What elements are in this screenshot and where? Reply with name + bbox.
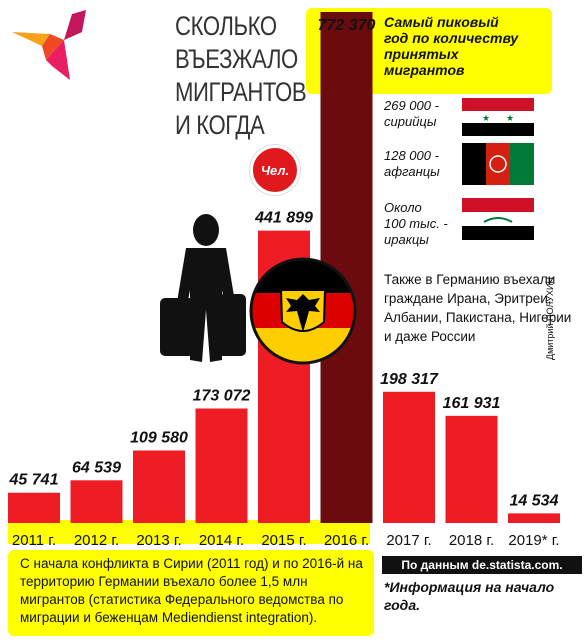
- x-tick-label: 2012 г.: [74, 532, 119, 549]
- note-text: С начала конфликта в Сирии (2011 год) и …: [20, 556, 363, 625]
- bar-2014 г.: [195, 408, 248, 523]
- value-label: 441 899: [254, 210, 313, 227]
- x-tick-label: 2014 г.: [199, 532, 244, 549]
- nationality-syria: 269 000 - сирийцы: [384, 98, 584, 130]
- also-arrived-note: Также в Германию въехали граждане Ирана,…: [384, 272, 572, 344]
- bar-2017 г.: [383, 391, 435, 523]
- peak-note-line: Самый пиковый: [384, 14, 499, 30]
- peak-note-line: год по количеству: [384, 30, 519, 46]
- syria-flag-icon: ★ ★: [462, 98, 534, 136]
- x-tick-label: 2017 г.: [386, 532, 431, 549]
- nationality-line: Около: [384, 200, 422, 215]
- title-line: И КОГДА: [175, 110, 265, 140]
- x-tick-label: 2011 г.: [12, 532, 56, 549]
- migrant-silhouette-icon: [160, 214, 246, 362]
- x-axis-band: [8, 520, 370, 544]
- bar-2019* г.: [508, 513, 560, 523]
- value-label: 14 534: [510, 492, 559, 509]
- nationality-line: сирийцы: [384, 114, 437, 129]
- bar-2011 г.: [8, 492, 60, 523]
- value-label: 772 370: [318, 17, 376, 34]
- x-tick-label: 2019* г.: [508, 532, 559, 549]
- peak-note-line: мигрантов: [384, 62, 465, 78]
- svg-text:★: ★: [506, 113, 514, 123]
- x-tick-label: 2015 г.: [261, 532, 306, 549]
- nationality-line: афганцы: [384, 164, 440, 179]
- value-label: 198 317: [380, 371, 439, 388]
- author-credit: Дмитрий ПОЛУХИН: [545, 277, 555, 360]
- title-line: СКОЛЬКО: [175, 11, 277, 41]
- nationality-iraq: Около 100 тыс. - иракцы: [384, 200, 584, 248]
- bar-2012 г.: [70, 480, 123, 523]
- svg-text:★: ★: [482, 113, 490, 123]
- bar-2018 г.: [445, 415, 498, 523]
- peak-note-line: принятых: [384, 46, 459, 62]
- nationality-afghanistan: 128 000 - афганцы: [384, 148, 584, 180]
- footnote: *Информация на начало года.: [384, 579, 555, 613]
- title-line: ВЪЕЗЖАЛО: [175, 44, 298, 74]
- iraq-flag-icon: [462, 198, 534, 240]
- nationality-line: 128 000 -: [384, 148, 439, 163]
- nationality-line: 269 000 -: [384, 98, 439, 113]
- afghanistan-flag-icon: [462, 143, 534, 185]
- bird-logo-icon: [12, 10, 86, 80]
- peak-note: Самый пиковый год по количеству принятых…: [384, 14, 549, 78]
- value-label: 161 931: [443, 395, 501, 412]
- nationality-line: иракцы: [384, 232, 429, 247]
- value-label: 45 741: [9, 472, 59, 489]
- chart-title: СКОЛЬКО ВЪЕЗЖАЛО МИГРАНТОВ И КОГДА: [175, 10, 307, 142]
- note-box: [8, 550, 374, 636]
- x-tick-label: 2013 г.: [136, 532, 181, 549]
- bar-2013 г.: [133, 450, 185, 523]
- value-label: 109 580: [130, 430, 188, 447]
- x-tick-label: 2018 г.: [449, 532, 494, 549]
- source-label: По данным de.statista.com.: [382, 556, 582, 574]
- nationality-line: 100 тыс. -: [384, 216, 448, 231]
- value-label: 64 539: [72, 459, 121, 476]
- value-label: 173 072: [193, 387, 251, 404]
- unit-badge: Чел.: [250, 145, 300, 195]
- title-line: МИГРАНТОВ: [175, 77, 307, 107]
- x-tick-label: 2016 г.: [324, 532, 369, 549]
